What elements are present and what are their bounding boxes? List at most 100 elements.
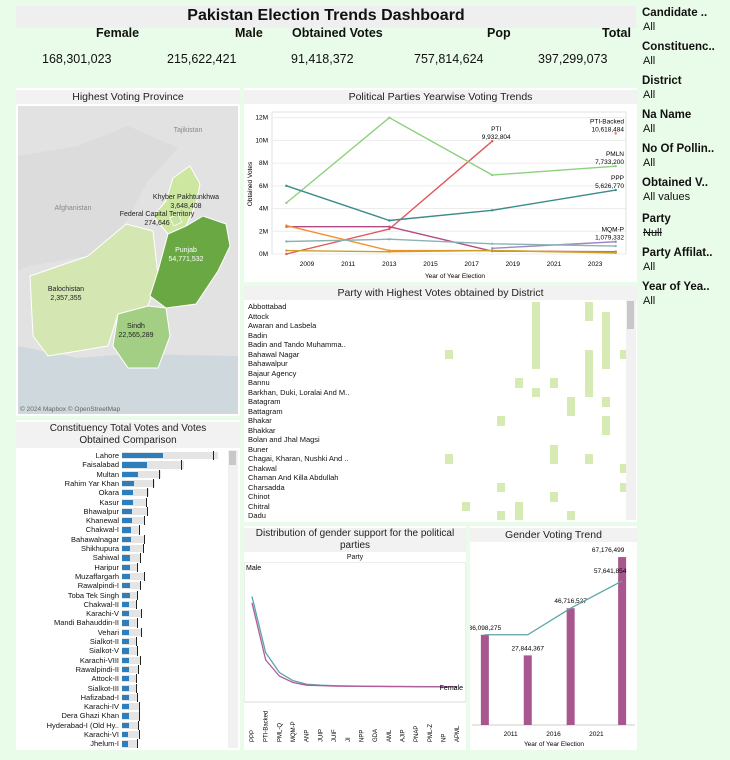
series-line-pmln[interactable] xyxy=(285,116,616,204)
data-point[interactable] xyxy=(285,252,288,256)
obtained-votes-bar[interactable] xyxy=(122,713,129,719)
district-row-label[interactable]: Barkhan, Duki, Loralai And M.. xyxy=(248,387,350,397)
obtained-votes-bar[interactable] xyxy=(122,592,130,598)
total-votes-bar[interactable] xyxy=(122,684,137,692)
obtained-votes-bar[interactable] xyxy=(122,620,130,626)
gender-series-female[interactable] xyxy=(251,602,458,688)
constituency-label[interactable]: Okara xyxy=(98,488,119,498)
obtained-votes-bar[interactable] xyxy=(122,648,130,654)
obtained-votes-bar[interactable] xyxy=(122,629,130,635)
obtained-votes-bar[interactable] xyxy=(122,536,132,542)
total-votes-bar[interactable] xyxy=(122,740,138,748)
heatmap-cell[interactable] xyxy=(619,482,626,492)
data-point[interactable] xyxy=(491,139,494,143)
gender-series-male[interactable] xyxy=(251,596,458,688)
total-votes-bar[interactable] xyxy=(122,721,139,729)
obtained-votes-bar[interactable] xyxy=(122,480,134,487)
total-votes-bar[interactable] xyxy=(122,665,139,674)
heatmap-cell[interactable] xyxy=(584,368,593,378)
filter-value[interactable]: All xyxy=(643,295,656,307)
gender-trend-bar[interactable] xyxy=(480,634,489,725)
obtained-votes-bar[interactable] xyxy=(122,573,130,580)
heatmap-cell[interactable] xyxy=(602,397,610,407)
obtained-votes-bar[interactable] xyxy=(122,666,129,673)
obtained-votes-bar[interactable] xyxy=(122,527,132,533)
constituency-label[interactable]: Haripur xyxy=(94,562,119,572)
gender-trend-bar[interactable] xyxy=(566,608,575,725)
constituency-label[interactable]: Chakwal-II xyxy=(83,599,119,609)
series-line-ppp[interactable] xyxy=(286,185,616,222)
total-votes-bar[interactable] xyxy=(122,572,145,581)
constituency-label[interactable]: Sialkot-III xyxy=(87,683,119,693)
district-row-label[interactable]: Abbottabad xyxy=(248,302,287,311)
obtained-votes-bar[interactable] xyxy=(122,657,129,663)
total-votes-bar[interactable] xyxy=(122,619,139,627)
total-votes-bar[interactable] xyxy=(122,600,137,609)
filter-value[interactable]: All xyxy=(643,157,656,169)
heatmap-cell[interactable] xyxy=(567,406,575,416)
data-point[interactable] xyxy=(614,188,617,192)
district-row-label[interactable]: Bahawalpur xyxy=(248,359,288,368)
heatmap-cell[interactable] xyxy=(567,511,575,520)
district-row-label[interactable]: Buner xyxy=(248,444,269,454)
total-votes-bar[interactable] xyxy=(122,628,142,636)
district-row-label[interactable]: Badin xyxy=(248,330,268,340)
constituency-label[interactable]: Sahiwal xyxy=(92,553,119,563)
obtained-votes-bar[interactable] xyxy=(122,490,134,496)
filter-value[interactable]: All xyxy=(643,89,656,101)
data-point[interactable] xyxy=(614,164,617,168)
heatmap-cell[interactable] xyxy=(514,501,523,511)
data-point[interactable] xyxy=(285,201,288,205)
obtained-votes-bar[interactable] xyxy=(122,546,131,552)
constituency-label[interactable]: Jhelum-I xyxy=(90,739,119,748)
filter-value[interactable]: All xyxy=(643,55,656,67)
total-votes-bar[interactable] xyxy=(122,517,146,525)
total-votes-bar[interactable] xyxy=(122,470,161,478)
district-row-label[interactable]: Battagram xyxy=(248,406,283,416)
constituency-label[interactable]: Kasur xyxy=(99,497,119,507)
heatmap-cell[interactable] xyxy=(532,349,540,359)
constituency-label[interactable]: Karachi-V xyxy=(86,609,119,619)
district-row-label[interactable]: Bhakar xyxy=(248,416,272,425)
constituency-label[interactable]: Hyderabad-I (Old Hy.. xyxy=(46,720,119,730)
total-votes-bar[interactable] xyxy=(122,498,148,506)
filter-value[interactable]: All xyxy=(643,261,656,273)
obtained-votes-bar[interactable] xyxy=(122,694,129,701)
total-votes-bar[interactable] xyxy=(122,479,155,488)
obtained-votes-bar[interactable] xyxy=(122,462,148,468)
constituency-label[interactable]: Rawalpindi-I xyxy=(77,581,119,591)
constituency-label[interactable]: Bhawalpur xyxy=(83,506,119,516)
total-votes-bar[interactable] xyxy=(122,647,138,655)
heatmap-cell[interactable] xyxy=(549,378,558,388)
constituency-label[interactable]: Toba Tek Singh xyxy=(67,590,119,600)
data-point[interactable] xyxy=(388,238,391,241)
filter-value[interactable]: All xyxy=(643,123,656,135)
constituency-label[interactable]: Khanewal xyxy=(86,516,119,526)
total-votes-bar[interactable] xyxy=(122,703,140,711)
heatmap-cell[interactable] xyxy=(444,349,453,359)
heatmap-cell[interactable] xyxy=(549,444,558,454)
total-votes-bar[interactable] xyxy=(122,731,140,739)
constituency-label[interactable]: Multan xyxy=(96,469,119,479)
data-point[interactable] xyxy=(285,184,288,188)
total-votes-bar[interactable] xyxy=(122,507,148,516)
heatmap-cell[interactable] xyxy=(532,330,540,340)
data-point[interactable] xyxy=(491,242,494,245)
total-votes-bar[interactable] xyxy=(122,545,145,553)
data-point[interactable] xyxy=(388,116,391,119)
heatmap-cell[interactable] xyxy=(602,359,610,369)
heatmap-cell[interactable] xyxy=(619,349,626,359)
data-point[interactable] xyxy=(614,244,617,248)
constituency-label[interactable]: Shikhupura xyxy=(81,544,119,553)
data-point[interactable] xyxy=(614,251,617,255)
total-votes-bar[interactable] xyxy=(122,712,141,720)
total-votes-bar[interactable] xyxy=(122,489,149,497)
obtained-votes-bar[interactable] xyxy=(122,704,129,710)
district-scrollbar[interactable] xyxy=(626,300,636,520)
district-row-label[interactable]: Chagai, Kharan, Nushki And .. xyxy=(248,454,349,463)
total-votes-bar[interactable] xyxy=(122,582,141,590)
district-scrollbar-thumb[interactable] xyxy=(627,301,634,329)
heatmap-cell[interactable] xyxy=(532,311,540,321)
constituency-label[interactable]: Karachi-IV xyxy=(83,702,119,712)
constituency-scrollbar[interactable] xyxy=(228,450,238,748)
